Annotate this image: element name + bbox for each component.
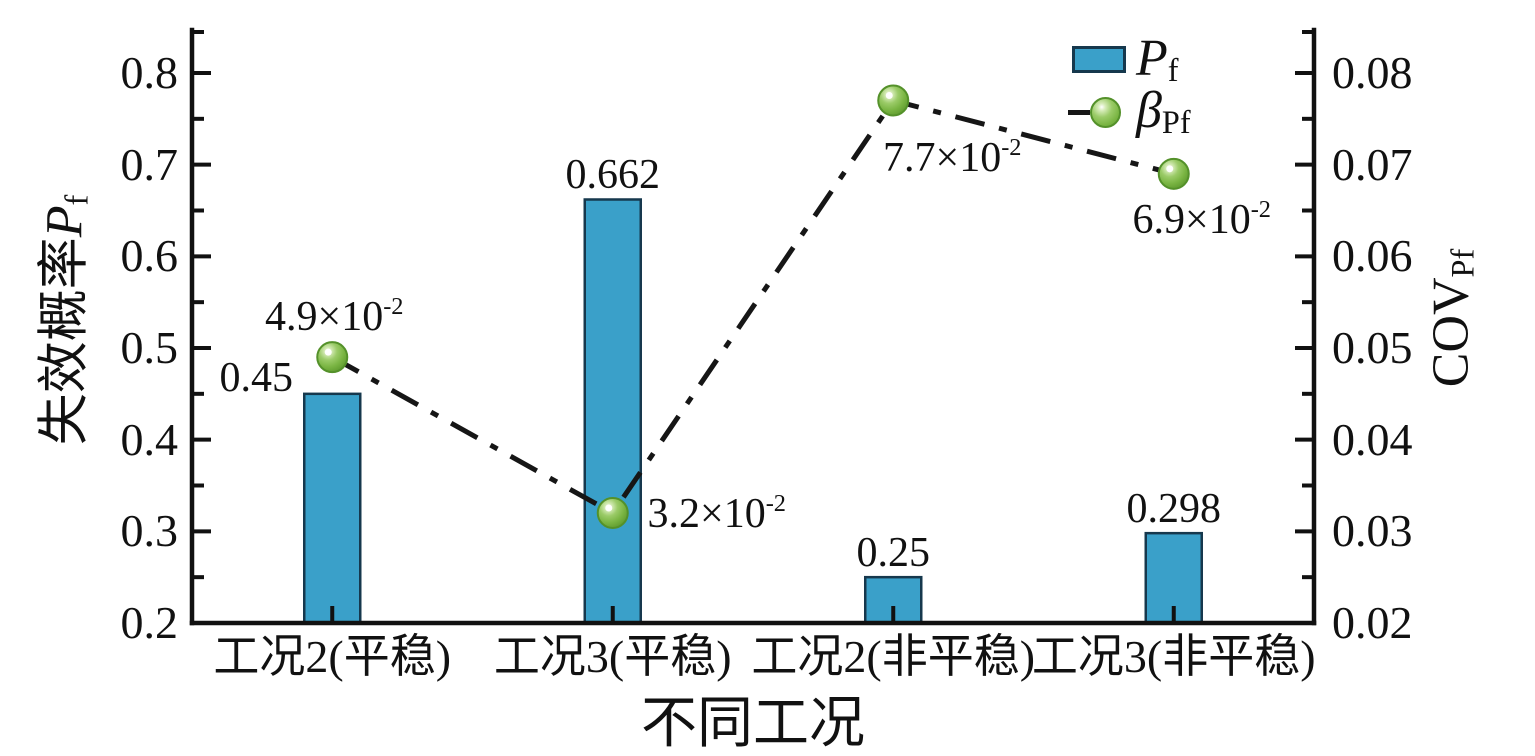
beta-marker-0 bbox=[316, 341, 349, 374]
y-left-tick-label-2: 0.4 bbox=[120, 413, 179, 465]
pf-bar-1 bbox=[583, 198, 642, 625]
legend-item-beta: βPf bbox=[1068, 85, 1191, 138]
beta-value-label-3: 6.9×10-2 bbox=[1132, 195, 1271, 243]
pf-value-label-2: 0.25 bbox=[856, 530, 931, 577]
beta-legend-ball bbox=[1090, 97, 1121, 128]
y-left-tick-label-5: 0.7 bbox=[120, 138, 179, 190]
y-right-tick-label-4: 0.06 bbox=[1332, 230, 1413, 282]
y-axis-label-right-text: COV bbox=[1422, 277, 1480, 388]
beta-marker-2 bbox=[877, 84, 910, 117]
legend: Pf βPf bbox=[1068, 33, 1191, 138]
beta-marker-3 bbox=[1157, 157, 1190, 190]
x-tick-label-0: 工况2(平稳) bbox=[213, 631, 452, 682]
y-right-tick-label-3: 0.05 bbox=[1332, 321, 1413, 373]
y-axis-label-right-subscript: Pf bbox=[1444, 248, 1481, 278]
pf-bar-swatch bbox=[1072, 46, 1126, 73]
pf-legend-subscript: f bbox=[1167, 52, 1179, 89]
pf-value-label-3: 0.298 bbox=[1126, 486, 1222, 533]
pf-legend-label: Pf bbox=[1136, 33, 1179, 86]
y-axis-label-left-symbol: P bbox=[36, 205, 94, 238]
beta-marker-highlight-1 bbox=[605, 504, 613, 512]
beta-line bbox=[331, 97, 1175, 517]
beta-marker-1 bbox=[596, 496, 629, 529]
x-tick-label-2: 工况2(非平稳) bbox=[751, 631, 1036, 682]
beta-value-label-0: 4.9×10-2 bbox=[265, 292, 404, 341]
y-right-tick-label-6: 0.08 bbox=[1332, 46, 1413, 98]
pf-value-label-0: 0.45 bbox=[219, 354, 294, 401]
beta-legend-subscript: Pf bbox=[1161, 104, 1191, 141]
beta-marker-highlight-0 bbox=[324, 348, 332, 356]
y-right-tick-label-2: 0.04 bbox=[1332, 413, 1413, 465]
beta-value-label-1: 3.2×10-2 bbox=[647, 489, 786, 537]
y-left-tick-label-6: 0.8 bbox=[120, 46, 179, 98]
beta-marker-highlight-3 bbox=[1166, 165, 1174, 173]
y-axis-label-left-text: 失效概率 bbox=[36, 237, 94, 446]
pf-legend-symbol: P bbox=[1136, 30, 1168, 88]
legend-item-pf: Pf bbox=[1068, 33, 1191, 86]
pf-legend-swatch-icon bbox=[1068, 34, 1128, 86]
beta-legend-symbol: β bbox=[1136, 82, 1162, 140]
y-left-tick-label-0: 0.2 bbox=[120, 597, 179, 648]
y-axis-label-left: 失效概率Pf bbox=[36, 194, 95, 446]
y-right-tick-label-1: 0.03 bbox=[1332, 505, 1413, 557]
x-tick-label-3: 工况3(非平稳) bbox=[1031, 631, 1316, 682]
beta-value-label-2: 7.7×10-2 bbox=[883, 134, 1022, 182]
y-left-tick-label-1: 0.3 bbox=[120, 505, 179, 557]
beta-legend-marker-icon bbox=[1068, 86, 1128, 138]
x-tick-label-1: 工况3(平稳) bbox=[493, 631, 732, 682]
y-right-tick-label-5: 0.07 bbox=[1332, 138, 1413, 190]
y-left-tick-label-3: 0.5 bbox=[120, 321, 179, 373]
pf-bar-0 bbox=[303, 392, 362, 625]
y-axis-label-right: COVPf bbox=[1422, 248, 1481, 388]
beta-legend-dash bbox=[1068, 110, 1090, 115]
y-right-tick-label-0: 0.02 bbox=[1332, 597, 1413, 648]
y-axis-label-left-subscript: f bbox=[58, 194, 95, 206]
y-left-tick-label-4: 0.6 bbox=[120, 230, 179, 282]
pf-value-label-1: 0.662 bbox=[565, 152, 661, 199]
beta-marker-highlight-2 bbox=[885, 91, 893, 99]
beta-legend-label: βPf bbox=[1136, 85, 1191, 138]
x-axis-label: 不同工况 bbox=[641, 693, 865, 755]
